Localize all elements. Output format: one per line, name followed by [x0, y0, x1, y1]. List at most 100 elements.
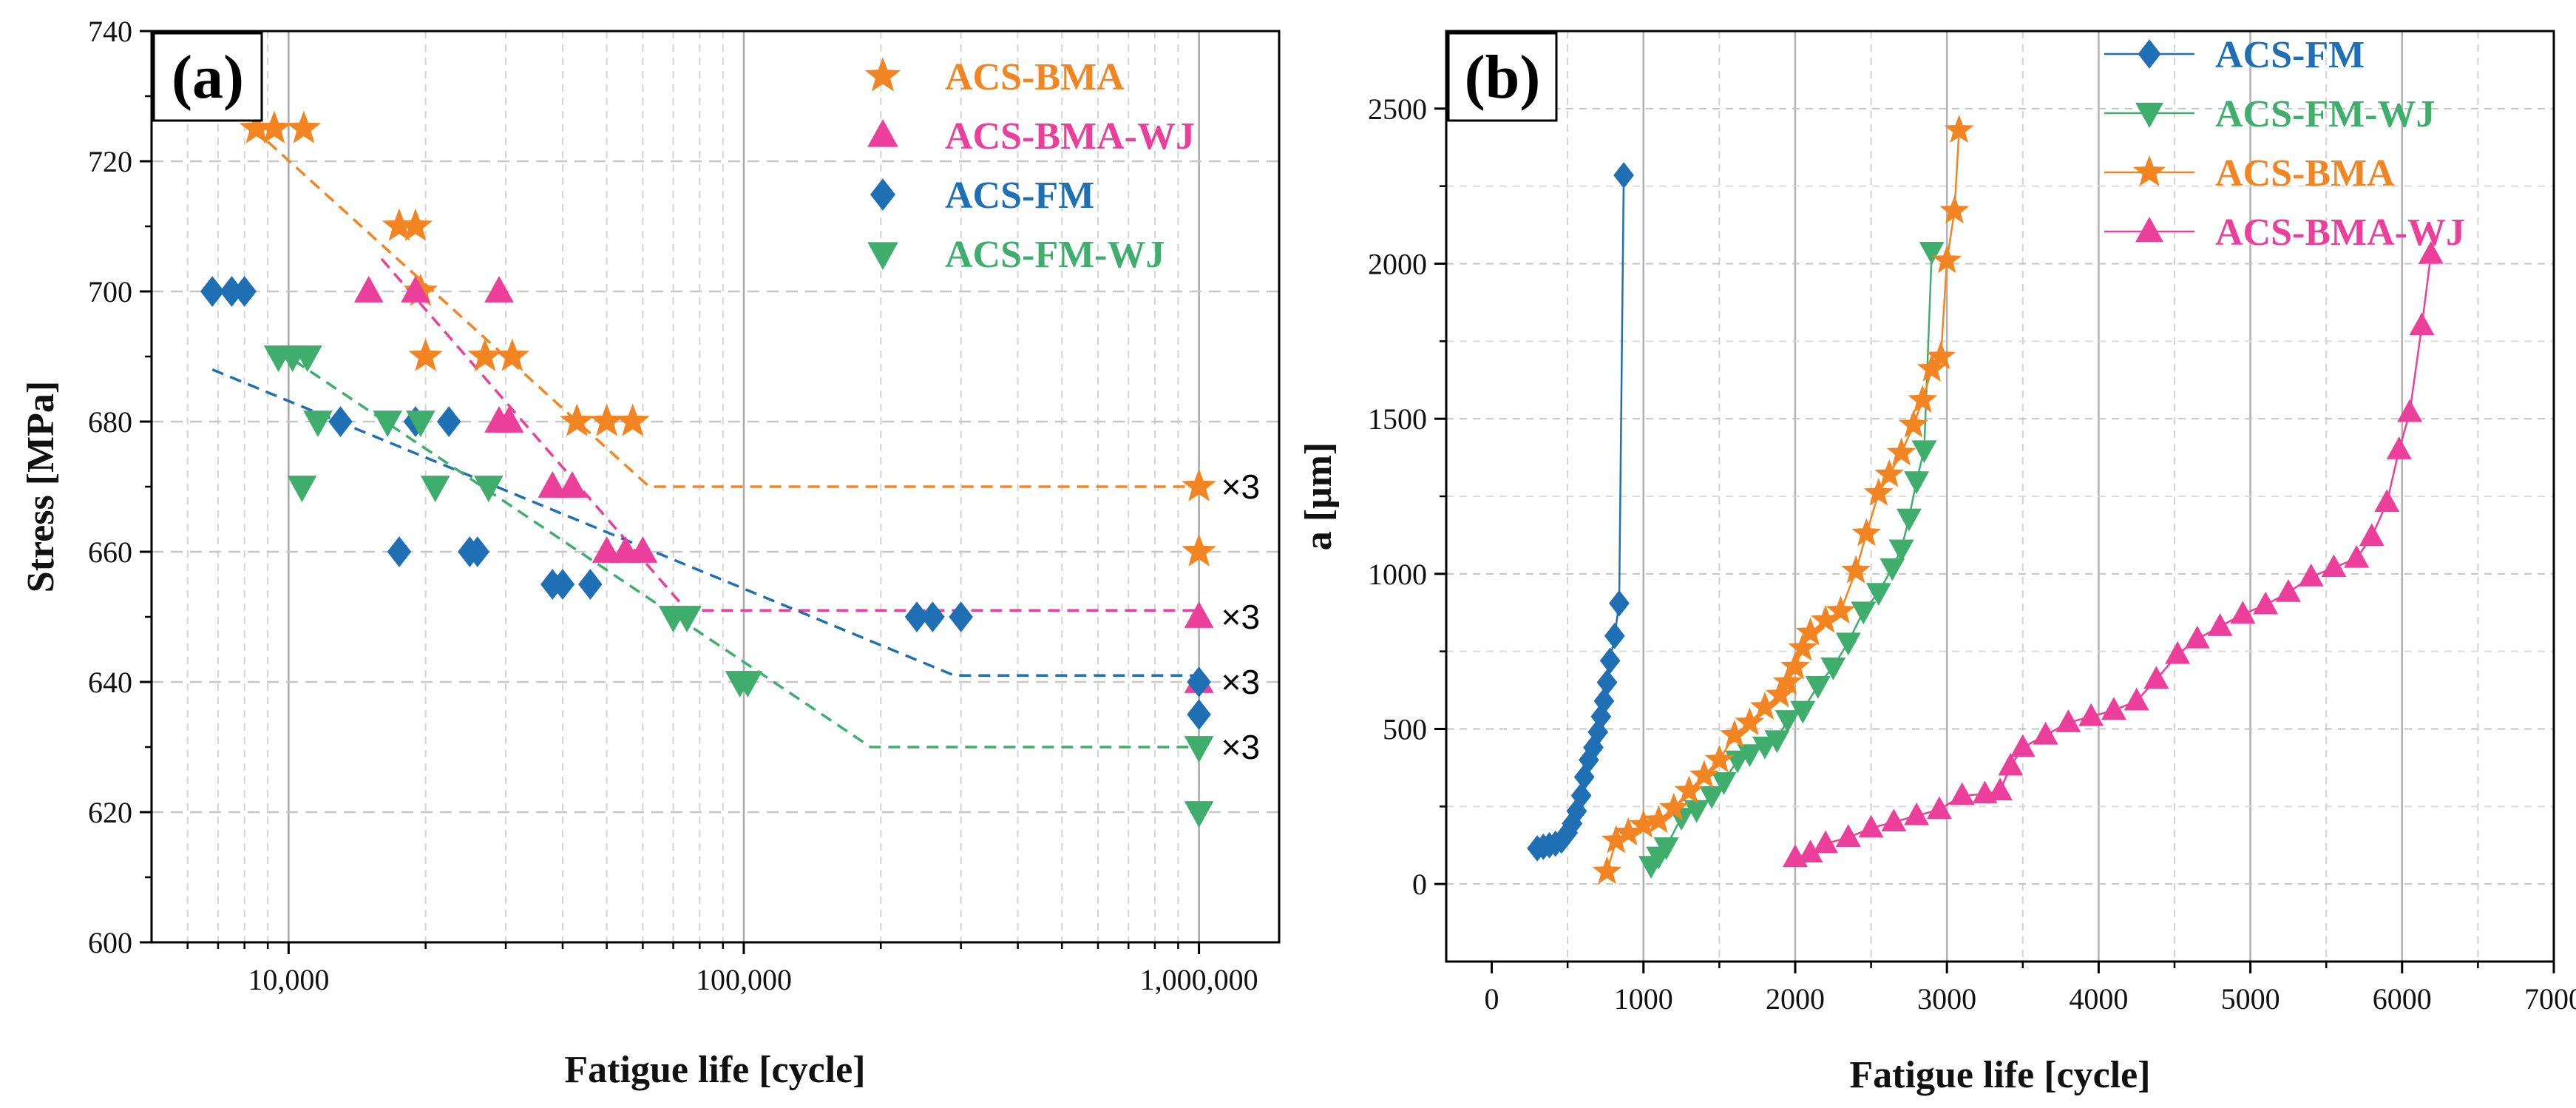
point-acs-bma-wj [2143, 666, 2169, 689]
point-acs-fm-wj [1880, 558, 1905, 581]
x-tick-label: 5000 [2221, 982, 2280, 1016]
legend-marker-acs-fm [870, 178, 896, 211]
series-line-acs-fm [1536, 175, 1625, 850]
point-acs-fm-wj [1752, 736, 1777, 760]
point-acs-bma-wj [2055, 709, 2081, 732]
point-acs-bma-wj [2418, 240, 2444, 264]
point-acs-fm-wj [1790, 700, 1816, 724]
point-acs-bma-wj [1813, 830, 1839, 854]
point-acs-bma [1826, 595, 1856, 624]
point-acs-fm-wj [1737, 744, 1763, 768]
panel-a-annotations: ×3 ×3 ×3 ×3 [1221, 467, 1260, 766]
legend-label-acs-bma-wj: ACS-BMA-WJ [945, 115, 1195, 158]
panel-a-x-title: Fatigue life [cycle] [564, 1049, 865, 1091]
multiplier-annotation: ×3 [1221, 598, 1260, 636]
point-acs-bma [398, 208, 433, 241]
point-acs-bma [1674, 775, 1704, 804]
point-acs-bma-wj [2207, 613, 2233, 636]
point-acs-fm-wj [1764, 730, 1790, 754]
y-tick-label: 2500 [1368, 92, 1427, 126]
panel-b-ticks: 0 1000 2000 3000 4000 5000 6000 7000 0 500 1000 150… [1368, 92, 2576, 1016]
point-acs-fm [949, 601, 973, 632]
point-acs-bma [1874, 459, 1905, 487]
point-acs-fm-wj [1184, 801, 1214, 828]
point-acs-bma [1704, 744, 1735, 773]
point-acs-bma [495, 338, 530, 371]
point-acs-fm [1609, 590, 1630, 617]
y-tick-label: 500 [1383, 713, 1427, 746]
point-acs-bma-wj [2409, 312, 2435, 336]
point-acs-fm-wj [1653, 837, 1679, 860]
point-acs-bma-wj [557, 470, 587, 498]
point-acs-bma [1908, 385, 1938, 413]
point-acs-bma [1735, 707, 1765, 736]
point-acs-bma [1182, 468, 1216, 501]
point-acs-fm [1599, 647, 1621, 675]
point-acs-fm [1587, 718, 1609, 746]
point-acs-fm-wj [1711, 772, 1737, 795]
point-acs-bma [257, 110, 292, 143]
y-tick-label: 660 [88, 536, 132, 569]
point-acs-bma [1841, 555, 1871, 584]
panel-a-trend-lines [211, 141, 1199, 749]
point-acs-bma [1926, 341, 1956, 370]
legend-label-acs-fm: ACS-FM [2215, 34, 2365, 76]
point-acs-fm [1570, 782, 1592, 809]
legend-label-acs-fm-wj: ACS-FM-WJ [2215, 93, 2436, 135]
panel-b-label: (b) [1465, 43, 1541, 112]
point-acs-bma [1658, 792, 1689, 821]
x-tick-label: 0 [1485, 982, 1499, 1016]
panel-b-label-box: (b) [1447, 32, 1558, 122]
panel-a-legend: ACS-BMA ACS-BMA-WJ ACS-FM ACS-FM-WJ [864, 56, 1195, 276]
point-acs-fm-wj [406, 411, 435, 438]
panel-a-y-title: Stress [MPa] [20, 381, 62, 592]
point-acs-bma-wj [2344, 544, 2370, 568]
y-tick-label: 740 [88, 15, 132, 48]
point-acs-bma [1788, 632, 1818, 661]
x-tick-label: 100,000 [696, 963, 792, 996]
y-tick-label: 1500 [1368, 402, 1427, 436]
point-acs-bma [1851, 518, 1882, 547]
point-acs-fm-wj [1904, 471, 1930, 495]
point-acs-bma-wj [1184, 601, 1214, 628]
point-acs-bma [286, 110, 322, 143]
panel-a-label-box: (a) [152, 32, 263, 122]
y-tick-label: 620 [88, 796, 132, 829]
point-acs-fm [1573, 763, 1595, 791]
point-acs-bma [1932, 245, 1962, 274]
point-acs-bma-wj [2033, 721, 2058, 745]
point-acs-fm [578, 569, 603, 600]
multiplier-annotation: ×3 [1221, 467, 1260, 506]
point-acs-bma-wj [2101, 697, 2126, 720]
point-acs-fm-wj [1820, 657, 1846, 680]
point-acs-bma-wj [353, 275, 384, 303]
point-acs-fm-wj [672, 606, 702, 633]
panel-a-chart: 10,000 100,000 1,000,000 600 620 640 660 680 700… [20, 15, 1281, 1091]
point-acs-bma-wj [592, 536, 622, 563]
point-acs-bma-wj [2230, 601, 2256, 624]
point-acs-bma [1886, 437, 1916, 466]
y-tick-label: 0 [1412, 868, 1427, 901]
point-acs-fm [1596, 669, 1618, 696]
point-acs-fm [550, 569, 575, 600]
point-acs-fm-wj [1184, 736, 1214, 763]
point-acs-fm-wj [420, 476, 450, 503]
point-acs-fm-wj [1919, 241, 1945, 265]
point-acs-bma [1916, 354, 1947, 382]
point-acs-bma-wj [2397, 399, 2423, 422]
legend-label-acs-bma: ACS-BMA [945, 56, 1125, 98]
x-tick-label: 3000 [1917, 982, 1976, 1016]
point-acs-bma-wj [538, 470, 568, 498]
legend-marker-acs-bma-wj [2135, 216, 2163, 243]
multiplier-annotation: ×3 [1221, 728, 1260, 766]
point-acs-fm-wj [373, 411, 403, 438]
point-acs-fm [1613, 162, 1634, 189]
legend-marker-acs-bma [864, 57, 901, 92]
point-acs-bma [1780, 651, 1810, 680]
point-acs-fm [200, 276, 225, 307]
point-acs-bma-wj [494, 405, 524, 433]
point-acs-bma-wj [1949, 782, 1975, 805]
point-acs-bma-wj [2386, 436, 2412, 459]
point-acs-bma-wj [2359, 523, 2385, 547]
x-tick-label: 6000 [2373, 982, 2432, 1016]
